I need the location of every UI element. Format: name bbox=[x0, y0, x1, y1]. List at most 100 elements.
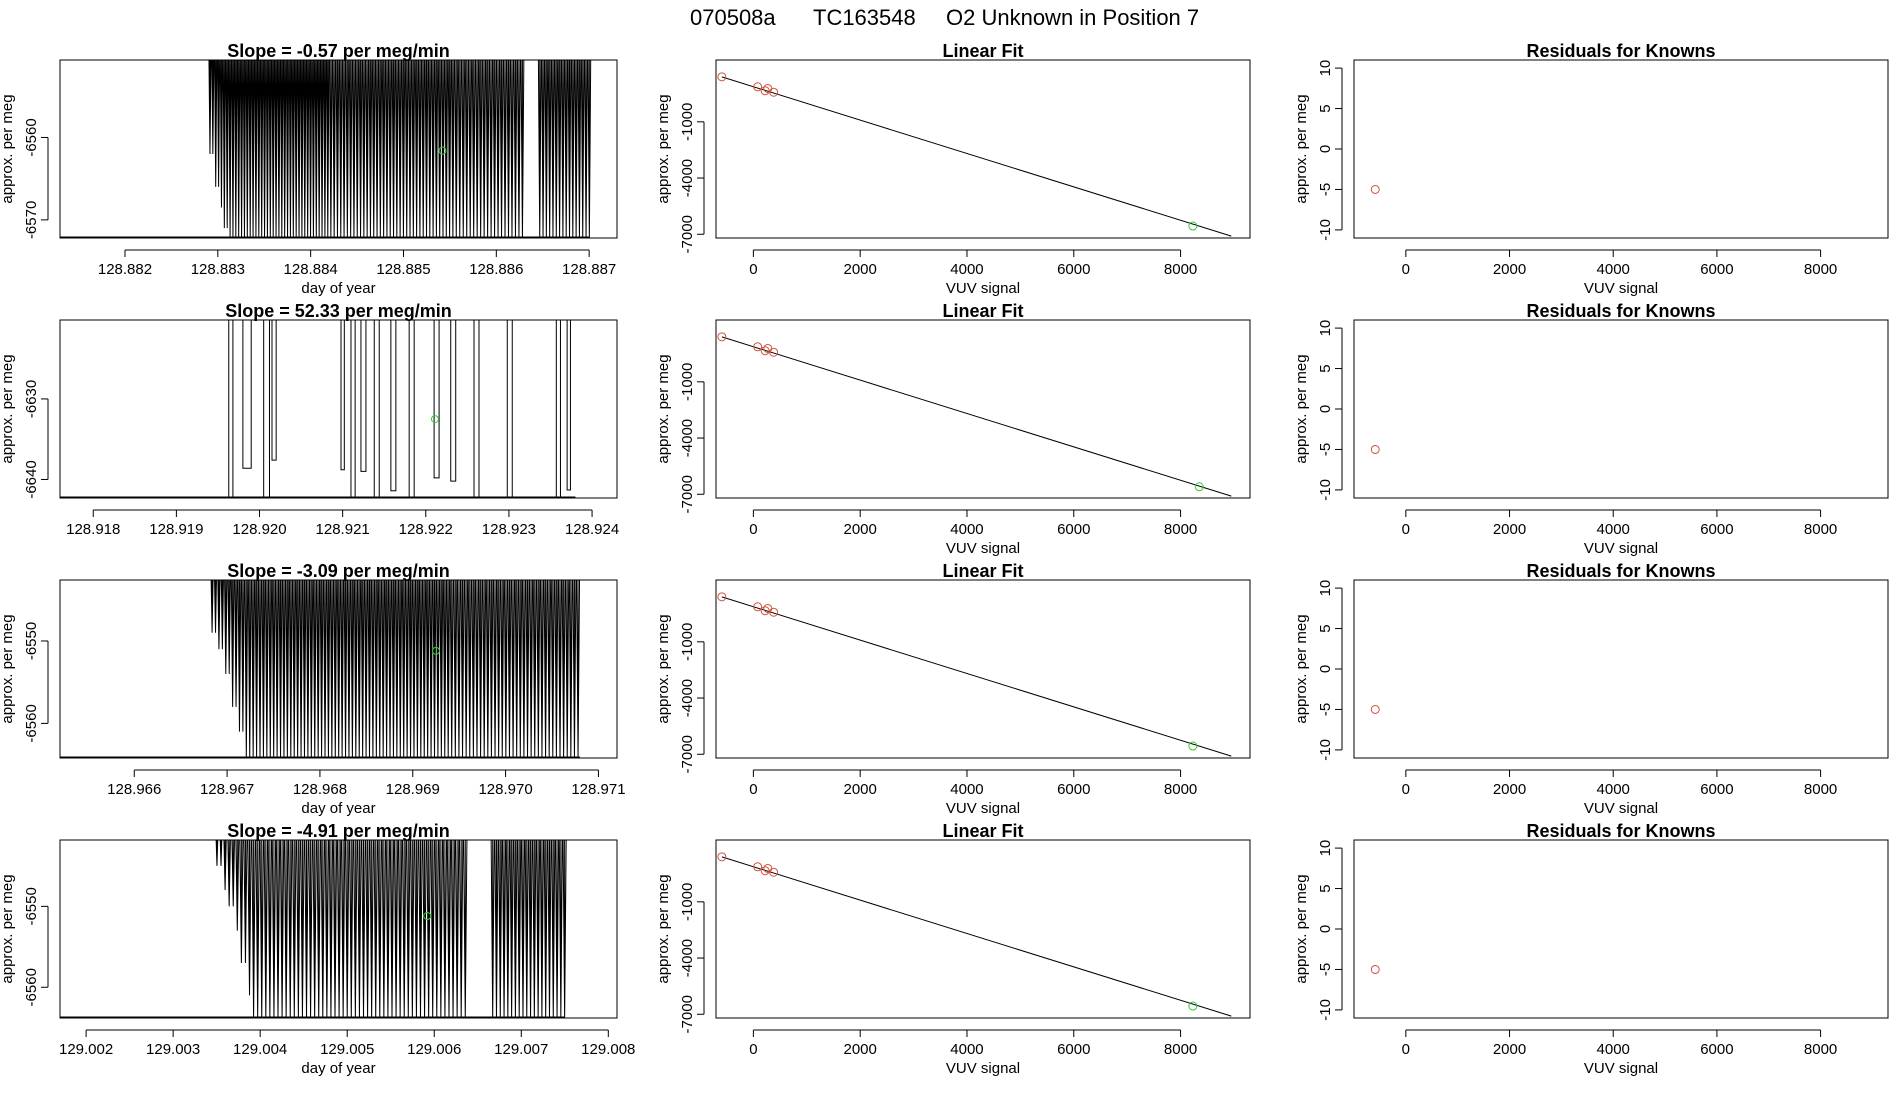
figure-title-desc: O2 Unknown in Position 7 bbox=[946, 5, 1199, 30]
unknown-point bbox=[1188, 1001, 1198, 1011]
x-axis-label: VUV signal bbox=[946, 1060, 1020, 1077]
panel-time-row-3: Slope = -4.91 per meg/min 129.002 129.003 1… bbox=[0, 821, 635, 1077]
x-tick-label: 8000 bbox=[1804, 261, 1837, 278]
y-axis-label: approx. per meg bbox=[655, 94, 672, 203]
y-axis-label: approx. per meg bbox=[0, 614, 16, 723]
y-axis-label: approx. per meg bbox=[655, 614, 672, 723]
panel-fit-row-3: Linear Fit 0 2000 4000 6000 8000 VUV signal -10… bbox=[655, 821, 1251, 1077]
x-tick-label: 128.918 bbox=[66, 521, 120, 538]
signal-trace bbox=[454, 60, 525, 238]
y-tick-label: 10 bbox=[1317, 320, 1334, 337]
y-tick-label: -4000 bbox=[679, 159, 696, 197]
y-tick-label: 0 bbox=[1317, 665, 1334, 673]
x-tick-label: 128.884 bbox=[284, 261, 338, 278]
x-tick-label: 128.883 bbox=[191, 261, 245, 278]
plot-frame bbox=[1353, 839, 1889, 1019]
signal-trace bbox=[537, 60, 592, 238]
known-point bbox=[760, 866, 770, 876]
x-tick-label: 4000 bbox=[1597, 1041, 1630, 1058]
panel-residuals-row-1: Residuals for Knowns 0 2000 4000 6000 8000 VUV… bbox=[1293, 301, 1889, 557]
panel-title: Linear Fit bbox=[942, 821, 1023, 841]
x-tick-label: 4000 bbox=[950, 521, 983, 538]
x-tick-label: 2000 bbox=[1493, 781, 1526, 798]
signal-trace bbox=[210, 580, 451, 758]
panel-title: Residuals for Knowns bbox=[1526, 561, 1715, 581]
plot-frame bbox=[1353, 59, 1889, 239]
signal-spike bbox=[263, 320, 270, 498]
panel-title: Residuals for Knowns bbox=[1526, 41, 1715, 61]
plot-data bbox=[717, 852, 1232, 1017]
x-tick-label: 128.969 bbox=[386, 781, 440, 798]
known-point bbox=[717, 332, 727, 342]
y-axis-label: approx. per meg bbox=[0, 874, 16, 983]
signal-spike bbox=[433, 320, 440, 479]
plot-data bbox=[60, 840, 567, 1018]
y-tick-label: -1000 bbox=[679, 103, 696, 141]
plot-frame bbox=[59, 839, 618, 1019]
x-tick-label: 129.003 bbox=[146, 1041, 200, 1058]
panel-title: Residuals for Knowns bbox=[1526, 821, 1715, 841]
y-tick-label: -6640 bbox=[23, 460, 40, 498]
x-tick-label: 4000 bbox=[1597, 261, 1630, 278]
x-tick-label: 129.005 bbox=[320, 1041, 374, 1058]
x-tick-label: 128.887 bbox=[562, 261, 616, 278]
signal-spike bbox=[506, 320, 513, 498]
y-tick-label: -6550 bbox=[23, 622, 40, 660]
y-tick-label: -6560 bbox=[23, 118, 40, 156]
panel-time-row-2: Slope = -3.09 per meg/min 128.966 128.967 1… bbox=[0, 561, 626, 817]
x-tick-label: 128.966 bbox=[107, 781, 161, 798]
plot-data bbox=[60, 580, 581, 758]
fit-line bbox=[721, 856, 1232, 1017]
known-point bbox=[717, 592, 727, 602]
y-axis-label: approx. per meg bbox=[655, 874, 672, 983]
unknown-point bbox=[1194, 482, 1204, 492]
x-tick-label: 129.006 bbox=[407, 1041, 461, 1058]
x-tick-label: 128.971 bbox=[571, 781, 625, 798]
unknown-point bbox=[1188, 741, 1198, 751]
plot-data bbox=[60, 320, 576, 498]
x-tick-label: 8000 bbox=[1804, 781, 1837, 798]
panels: Slope = -0.57 per meg/min 128.882 128.883 1… bbox=[0, 41, 1889, 1077]
plot-data bbox=[1370, 704, 1380, 714]
panel-fit-row-1: Linear Fit 0 2000 4000 6000 8000 VUV signal -10… bbox=[655, 301, 1251, 557]
plot-data bbox=[717, 332, 1232, 497]
x-tick-label: 0 bbox=[1402, 261, 1410, 278]
signal-spike bbox=[408, 320, 415, 498]
x-tick-label: 6000 bbox=[1700, 1041, 1733, 1058]
x-tick-label: 6000 bbox=[1700, 261, 1733, 278]
x-tick-label: 128.882 bbox=[98, 261, 152, 278]
known-point bbox=[760, 346, 770, 356]
plot-frame bbox=[715, 59, 1251, 239]
y-axis-label: approx. per meg bbox=[655, 354, 672, 463]
plot-frame bbox=[59, 319, 618, 499]
panel-title: Linear Fit bbox=[942, 301, 1023, 321]
unknown-marker bbox=[430, 415, 439, 424]
fit-line bbox=[721, 76, 1232, 237]
y-tick-label: 5 bbox=[1317, 104, 1334, 112]
y-tick-label: -4000 bbox=[679, 939, 696, 977]
signal-trace bbox=[329, 60, 455, 238]
x-tick-label: 128.923 bbox=[482, 521, 536, 538]
x-tick-label: 0 bbox=[749, 521, 757, 538]
x-tick-label: 2000 bbox=[843, 261, 876, 278]
plot-data bbox=[717, 592, 1232, 757]
y-axis-label: approx. per meg bbox=[1293, 614, 1310, 723]
x-tick-label: 128.885 bbox=[376, 261, 430, 278]
panel-title: Residuals for Knowns bbox=[1526, 301, 1715, 321]
y-tick-label: 5 bbox=[1317, 884, 1334, 892]
x-tick-label: 6000 bbox=[1057, 1041, 1090, 1058]
x-axis-label: day of year bbox=[301, 1060, 375, 1077]
y-tick-label: 10 bbox=[1317, 580, 1334, 597]
x-tick-label: 6000 bbox=[1057, 261, 1090, 278]
unknown-point bbox=[1188, 221, 1198, 231]
known-point bbox=[769, 347, 779, 357]
figure-title-tank: TC163548 bbox=[813, 5, 916, 30]
x-tick-label: 4000 bbox=[950, 1041, 983, 1058]
panel-title: Slope = -0.57 per meg/min bbox=[227, 41, 450, 61]
known-point bbox=[717, 72, 727, 82]
plot-data bbox=[1370, 184, 1380, 194]
x-tick-label: 2000 bbox=[1493, 521, 1526, 538]
x-axis-label: day of year bbox=[301, 280, 375, 297]
residual-point bbox=[1370, 444, 1380, 454]
x-tick-label: 6000 bbox=[1700, 521, 1733, 538]
